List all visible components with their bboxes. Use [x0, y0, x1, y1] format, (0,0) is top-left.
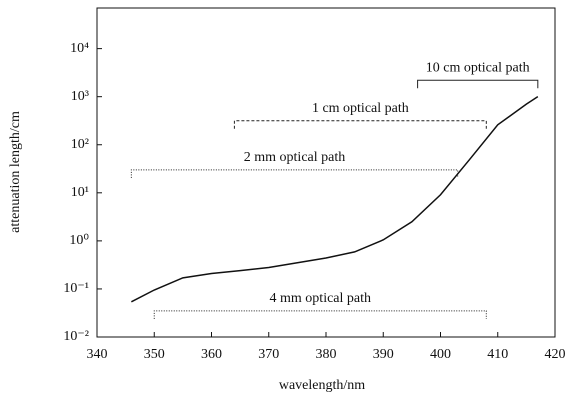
x-tick-label: 370	[258, 347, 279, 362]
x-tick-label: 350	[144, 347, 165, 362]
x-tick-label: 400	[430, 347, 451, 362]
bracket	[417, 79, 539, 89]
x-tick-label: 410	[487, 347, 508, 362]
x-axis-label: wavelength/nm	[279, 378, 365, 393]
y-tick-label: 10⁴	[70, 41, 89, 56]
y-axis-label: attenuation length/cm	[8, 111, 23, 233]
y-tick-label: 10¹	[71, 185, 89, 200]
annotation: 1 cm optical path	[312, 101, 409, 116]
annotation: 10 cm optical path	[426, 60, 530, 75]
y-tick-label: 10²	[71, 137, 89, 152]
annotation: 2 mm optical path	[244, 150, 345, 165]
y-tick-label: 10⁻¹	[63, 281, 89, 296]
bracket	[130, 169, 459, 178]
x-tick-label: 340	[87, 347, 108, 362]
y-tick-label: 10⁻²	[63, 329, 89, 344]
bracket	[233, 120, 487, 129]
y-tick-label: 10⁰	[69, 233, 89, 248]
annotation: 4 mm optical path	[270, 291, 371, 306]
x-tick-label: 390	[373, 347, 394, 362]
data-line	[131, 96, 539, 303]
bracket	[153, 310, 487, 319]
y-tick-label: 10³	[71, 89, 89, 104]
x-tick-label: 420	[545, 347, 566, 362]
x-tick-label: 360	[201, 347, 222, 362]
plot-frame	[96, 7, 556, 338]
x-tick-label: 380	[316, 347, 337, 362]
